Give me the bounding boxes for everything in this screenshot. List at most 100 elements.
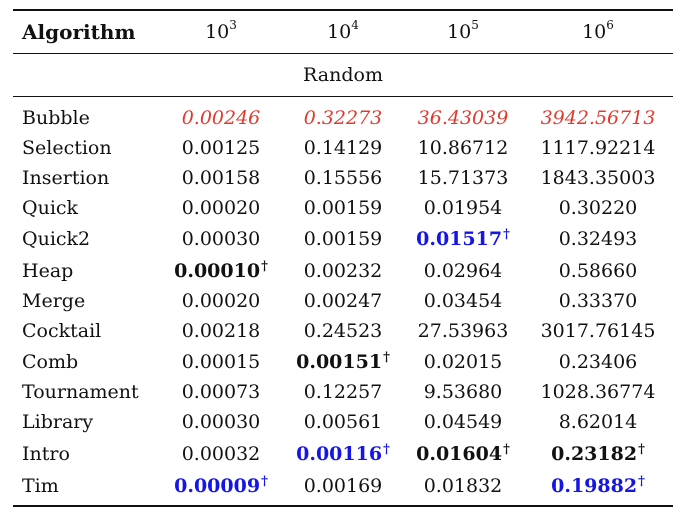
header-size-base: 10 (327, 21, 352, 43)
value-cell: 0.30220 (533, 196, 663, 220)
value-cell: 10.86712 (398, 136, 528, 160)
group-title-random: Random (303, 64, 383, 86)
row-label: Merge (22, 290, 86, 312)
row-label: Quick2 (22, 228, 91, 250)
header-size-exp: 3 (229, 17, 237, 32)
value-text: 9.53680 (423, 381, 503, 403)
value-cell: 8.62014 (533, 410, 663, 434)
value-cell: 0.00218 (156, 319, 286, 343)
value-cell: 0.00561 (278, 410, 408, 434)
value-text: 1028.36774 (540, 381, 656, 403)
dagger-mark: † (261, 258, 268, 274)
value-cell: 0.00116† (278, 442, 408, 466)
value-cell: 0.58660 (533, 259, 663, 283)
header-size-exp: 6 (606, 17, 614, 32)
value-cell: 27.53963 (398, 319, 528, 343)
value-cell: 0.00125 (156, 136, 286, 160)
header-size-exp: 5 (471, 17, 479, 32)
value-text: 0.00169 (303, 475, 383, 497)
value-text: 0.00561 (303, 411, 383, 433)
value-text: 0.01604 (416, 443, 503, 465)
header-size-base: 10 (582, 21, 607, 43)
value-text: 8.62014 (558, 411, 638, 433)
value-cell: 0.01832 (398, 474, 528, 498)
value-text: 0.32493 (558, 228, 638, 250)
value-text: 0.00015 (181, 351, 261, 373)
value-cell: 0.01954 (398, 196, 528, 220)
bottom-rule (13, 505, 673, 507)
value-cell: 0.00158 (156, 166, 286, 190)
row-label: Heap (22, 260, 74, 282)
row-label: Tim (22, 475, 59, 497)
value-cell: 0.14129 (278, 136, 408, 160)
value-cell: 9.53680 (398, 380, 528, 404)
value-cell: 0.00030 (156, 227, 286, 251)
value-cell: 0.00073 (156, 380, 286, 404)
header-size-1e3: 103 (156, 17, 286, 44)
value-text: 36.43039 (417, 107, 509, 129)
header-size-1e6: 106 (533, 17, 663, 44)
value-text: 0.24523 (303, 320, 383, 342)
value-cell: 0.00246 (156, 106, 286, 130)
value-cell: 0.00159 (278, 196, 408, 220)
value-cell: 0.33370 (533, 289, 663, 313)
top-rule (13, 9, 673, 11)
value-text: 0.00020 (181, 290, 261, 312)
value-cell: 0.00169 (278, 474, 408, 498)
value-cell: 0.23182† (533, 442, 663, 466)
row-label: Intro (22, 443, 70, 465)
dagger-mark: † (638, 473, 645, 489)
value-text: 0.32273 (303, 107, 383, 129)
row-label: Insertion (22, 167, 110, 189)
row-label: Bubble (22, 107, 90, 129)
value-cell: 0.01517† (398, 227, 528, 251)
header-algorithm: Algorithm (22, 20, 136, 44)
row-label: Cocktail (22, 320, 102, 342)
value-cell: 0.03454 (398, 289, 528, 313)
value-text: 0.00125 (181, 137, 261, 159)
value-cell: 0.12257 (278, 380, 408, 404)
value-text: 3017.76145 (540, 320, 656, 342)
value-text: 3942.56713 (540, 107, 656, 129)
header-size-1e5: 105 (398, 17, 528, 44)
dagger-mark: † (503, 441, 510, 457)
value-text: 0.00247 (303, 290, 383, 312)
value-text: 0.00246 (181, 107, 261, 129)
value-text: 0.04549 (423, 411, 503, 433)
value-cell: 0.00032 (156, 442, 286, 466)
header-size-exp: 4 (351, 17, 359, 32)
header-size-1e4: 104 (278, 17, 408, 44)
value-cell: 0.02964 (398, 259, 528, 283)
row-label: Selection (22, 137, 112, 159)
value-text: 0.00073 (181, 381, 261, 403)
value-cell: 0.00020 (156, 196, 286, 220)
value-text: 0.15556 (303, 167, 383, 189)
value-cell: 0.32493 (533, 227, 663, 251)
value-cell: 0.04549 (398, 410, 528, 434)
value-cell: 3017.76145 (533, 319, 663, 343)
value-text: 0.00116 (296, 443, 383, 465)
value-text: 0.00232 (303, 260, 383, 282)
value-cell: 0.00020 (156, 289, 286, 313)
value-cell: 3942.56713 (533, 106, 663, 130)
value-text: 0.01517 (416, 228, 503, 250)
value-text: 0.30220 (558, 197, 638, 219)
value-text: 0.00158 (181, 167, 261, 189)
value-text: 1117.92214 (540, 137, 656, 159)
value-cell: 0.00030 (156, 410, 286, 434)
row-label: Comb (22, 351, 79, 373)
dagger-mark: † (638, 441, 645, 457)
value-cell: 1117.92214 (533, 136, 663, 160)
value-text: 0.00009 (174, 475, 261, 497)
value-cell: 0.00151† (278, 350, 408, 374)
value-cell: 0.00009† (156, 474, 286, 498)
value-cell: 36.43039 (398, 106, 528, 130)
value-text: 0.00032 (181, 443, 261, 465)
value-cell: 0.32273 (278, 106, 408, 130)
value-text: 0.00030 (181, 411, 261, 433)
dagger-mark: † (383, 349, 390, 365)
value-text: 10.86712 (417, 137, 509, 159)
value-cell: 15.71373 (398, 166, 528, 190)
value-text: 0.03454 (423, 290, 503, 312)
